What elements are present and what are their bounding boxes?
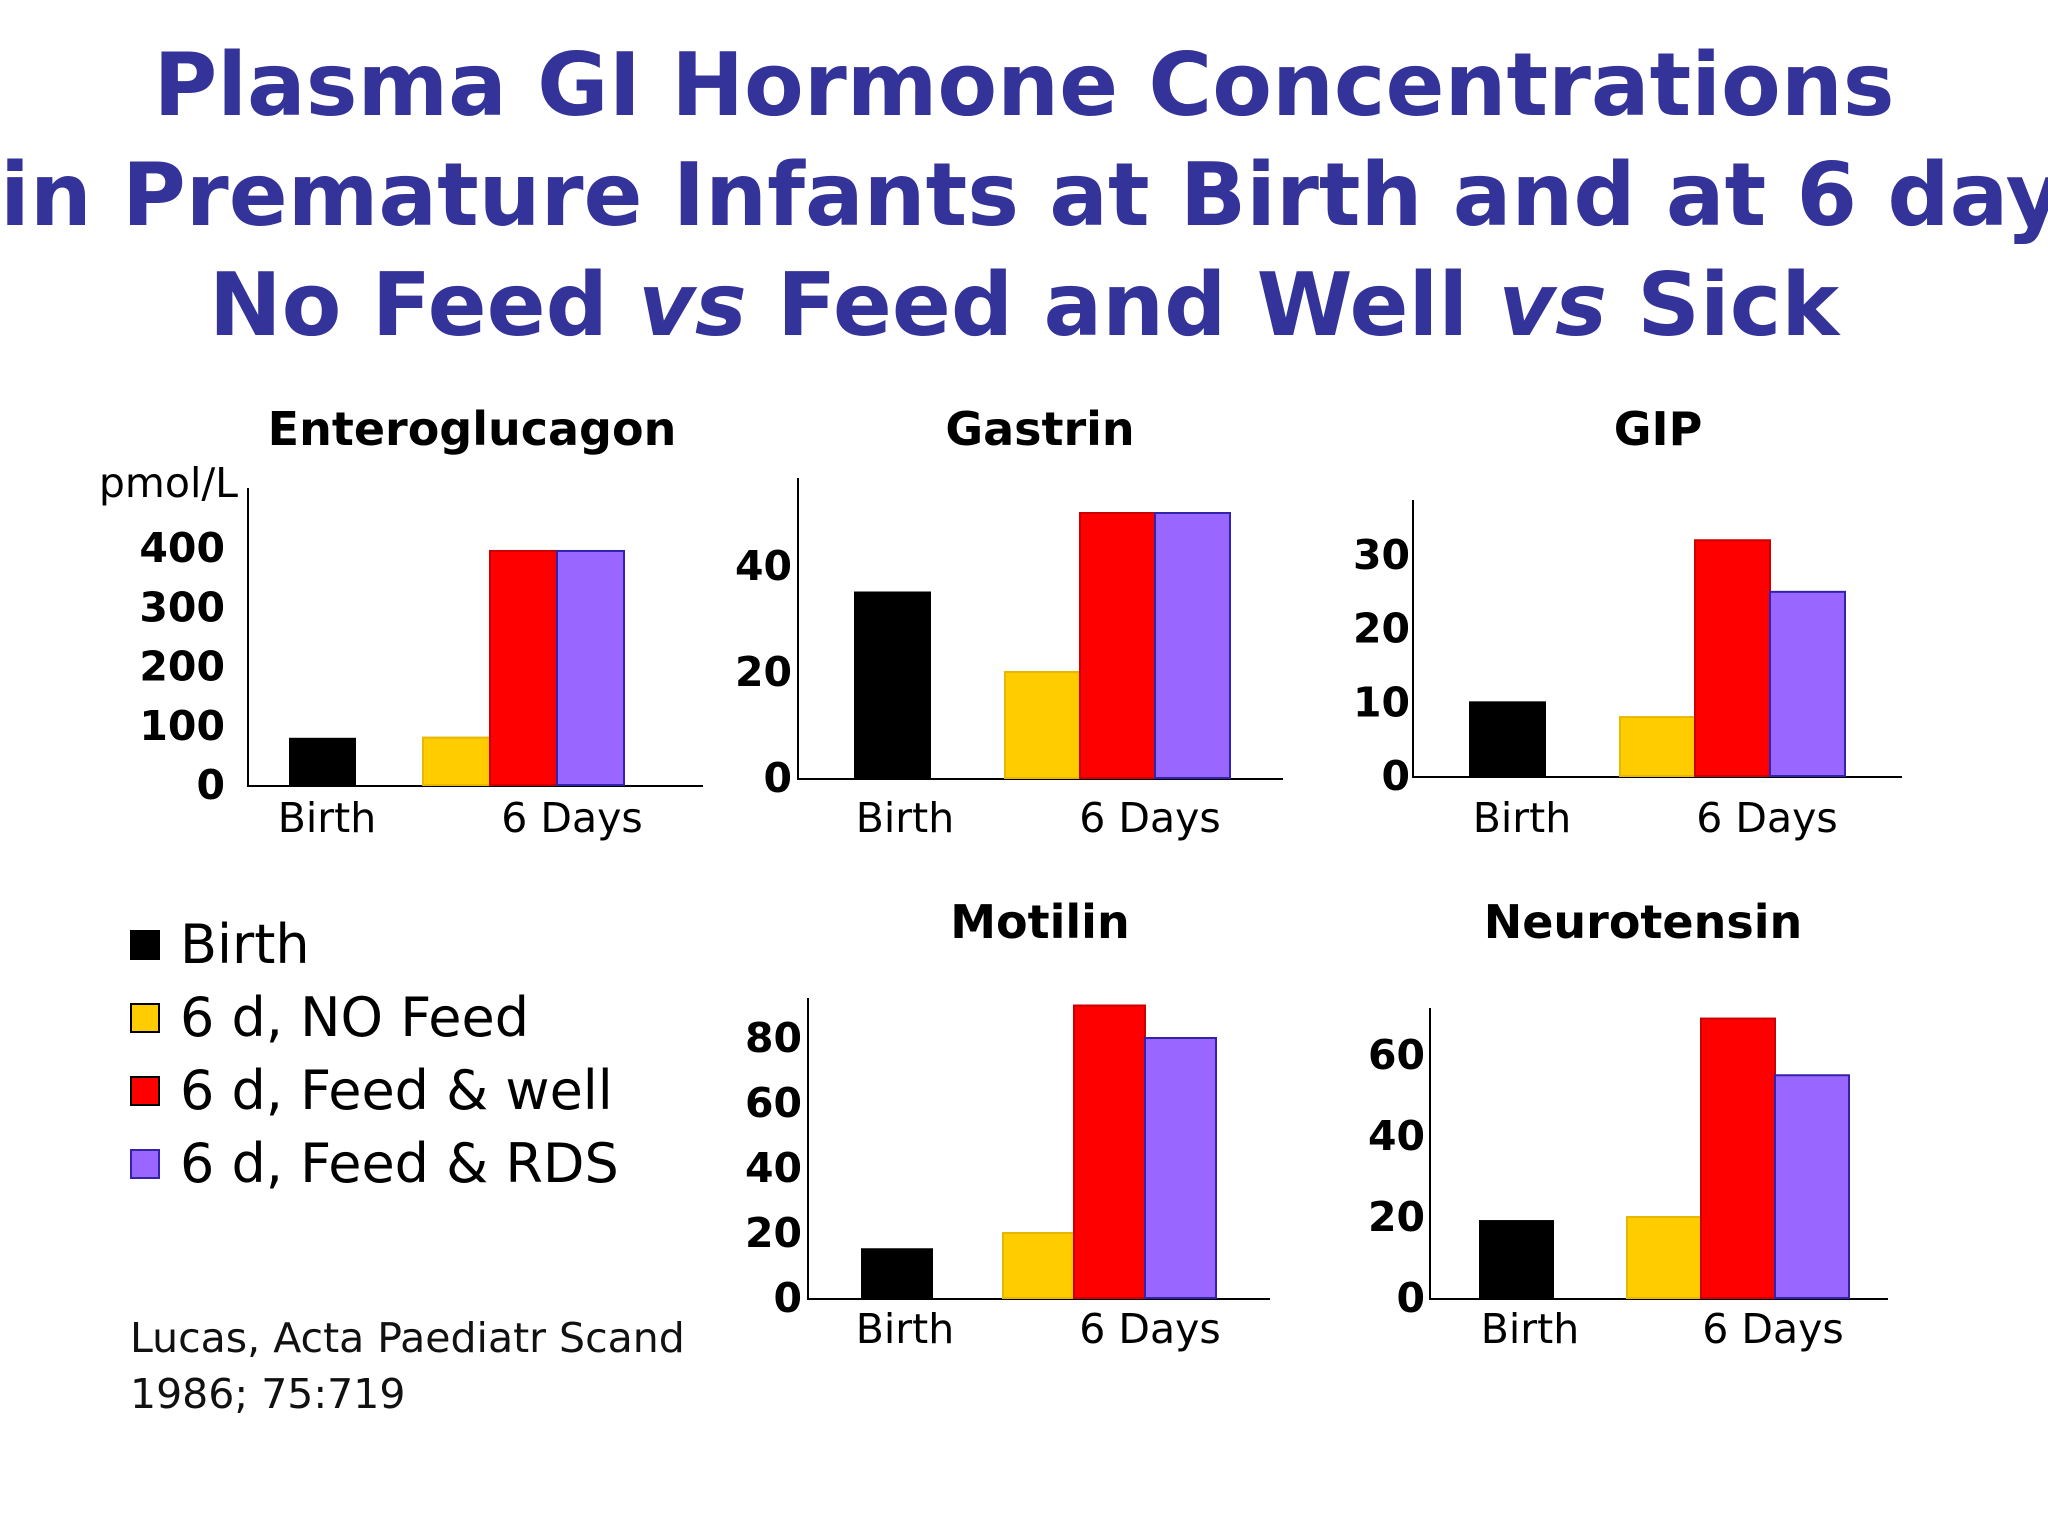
y-tick-label-enteroglucagon: 0	[196, 761, 225, 809]
legend-swatch-feed-rds	[130, 1148, 160, 1179]
chart-title-gip: GIP	[1614, 402, 1703, 456]
title-vs-1: vs	[638, 254, 747, 356]
bar-motilin-birth	[861, 1248, 933, 1299]
bar-neurotensin-6-d-feed-rds	[1774, 1074, 1850, 1299]
x-tick-label-gip: 6 Days	[1696, 794, 1837, 842]
title-line-1: Plasma GI Hormone Concentrations	[153, 34, 1895, 136]
x-tick-label-gastrin: 6 Days	[1079, 794, 1220, 842]
y-tick-label-neurotensin: 20	[1368, 1193, 1425, 1241]
legend-item-feed-well: 6 d, Feed & well	[130, 1054, 619, 1127]
title-line-3: No Feed vs Feed and Well vs Sick	[0, 250, 2048, 360]
x-tick-label-enteroglucagon: 6 Days	[501, 794, 642, 842]
legend: Birth 6 d, NO Feed 6 d, Feed & well 6 d,…	[130, 908, 619, 1200]
bar-gip-birth	[1469, 701, 1546, 777]
bar-neurotensin-6-d-feed-well	[1700, 1017, 1776, 1299]
y-tick-label-gip: 30	[1353, 531, 1410, 579]
y-tick-label-motilin: 80	[745, 1014, 802, 1062]
y-tick-label-motilin: 40	[745, 1144, 802, 1192]
bar-gastrin-6-d-no-feed	[1004, 671, 1081, 779]
y-tick-label-gastrin: 20	[735, 648, 792, 696]
bar-motilin-6-d-no-feed	[1002, 1232, 1075, 1299]
x-tick-label-enteroglucagon: Birth	[278, 794, 376, 842]
legend-label-feed-rds: 6 d, Feed & RDS	[180, 1132, 619, 1195]
chart-title-motilin: Motilin	[950, 895, 1129, 949]
title-line-3-part-c: Sick	[1606, 254, 1840, 356]
bar-gip-6-d-feed-rds	[1769, 590, 1846, 777]
y-tick-label-gip: 0	[1381, 752, 1410, 800]
bar-neurotensin-birth	[1479, 1220, 1554, 1300]
x-tick-label-motilin: 6 Days	[1079, 1305, 1220, 1353]
bar-neurotensin-6-d-no-feed	[1626, 1216, 1702, 1299]
x-tick-label-neurotensin: 6 Days	[1702, 1305, 1843, 1353]
bar-enteroglucagon-birth	[289, 737, 356, 786]
y-tick-label-motilin: 20	[745, 1209, 802, 1257]
title-line-2: in Premature Infants at Birth and at 6 d…	[0, 144, 2048, 246]
y-tick-label-motilin: 60	[745, 1079, 802, 1127]
x-tick-label-motilin: Birth	[856, 1305, 954, 1353]
legend-swatch-birth	[130, 929, 160, 960]
bar-motilin-6-d-feed-well	[1073, 1004, 1146, 1299]
legend-item-no-feed: 6 d, NO Feed	[130, 981, 619, 1054]
y-tick-label-gastrin: 0	[763, 754, 792, 802]
bar-gastrin-6-d-feed-well	[1079, 512, 1156, 779]
title-vs-2: vs	[1498, 254, 1607, 356]
citation-line-2: 1986; 75:719	[130, 1370, 406, 1418]
y-tick-label-enteroglucagon: 200	[139, 643, 225, 691]
legend-item-feed-rds: 6 d, Feed & RDS	[130, 1127, 619, 1200]
legend-swatch-no-feed	[130, 1002, 160, 1033]
y-tick-label-enteroglucagon: 400	[139, 524, 225, 572]
citation: Lucas, Acta Paediatr Scand 1986; 75:719	[130, 1310, 685, 1422]
x-tick-label-neurotensin: Birth	[1481, 1305, 1579, 1353]
x-tick-label-gip: Birth	[1473, 794, 1571, 842]
x-tick-label-gastrin: Birth	[856, 794, 954, 842]
chart-title-neurotensin: Neurotensin	[1484, 895, 1803, 949]
y-axis-label-enteroglucagon: pmol/L	[99, 459, 238, 507]
bar-gip-6-d-feed-well	[1694, 539, 1771, 777]
bar-enteroglucagon-6-d-feed-well	[489, 549, 558, 787]
title-line-3-part-a: No Feed	[208, 254, 639, 356]
slide-title: Plasma GI Hormone Concentrations in Prem…	[0, 30, 2048, 360]
bar-enteroglucagon-6-d-feed-rds	[556, 549, 625, 787]
bar-gastrin-6-d-feed-rds	[1154, 512, 1231, 779]
legend-label-no-feed: 6 d, NO Feed	[180, 986, 530, 1049]
legend-label-feed-well: 6 d, Feed & well	[180, 1059, 613, 1122]
bar-gastrin-birth	[854, 591, 931, 779]
legend-swatch-feed-well	[130, 1075, 160, 1106]
y-tick-label-neurotensin: 0	[1396, 1274, 1425, 1322]
y-tick-label-gip: 20	[1353, 605, 1410, 653]
y-tick-label-motilin: 0	[773, 1274, 802, 1322]
chart-title-gastrin: Gastrin	[945, 402, 1134, 456]
bar-motilin-6-d-feed-rds	[1144, 1037, 1217, 1299]
chart-title-enteroglucagon: Enteroglucagon	[268, 402, 677, 456]
y-tick-label-neurotensin: 40	[1368, 1112, 1425, 1160]
y-tick-label-gip: 10	[1353, 678, 1410, 726]
y-tick-label-enteroglucagon: 100	[139, 702, 225, 750]
bar-gip-6-d-no-feed	[1619, 716, 1696, 777]
legend-label-birth: Birth	[180, 913, 310, 976]
legend-item-birth: Birth	[130, 908, 619, 981]
title-line-3-part-b: Feed and Well	[746, 254, 1499, 356]
bar-enteroglucagon-6-d-no-feed	[422, 736, 491, 786]
y-tick-label-enteroglucagon: 300	[139, 583, 225, 631]
y-tick-label-neurotensin: 60	[1368, 1031, 1425, 1079]
citation-line-1: Lucas, Acta Paediatr Scand	[130, 1314, 685, 1362]
y-tick-label-gastrin: 40	[735, 542, 792, 590]
